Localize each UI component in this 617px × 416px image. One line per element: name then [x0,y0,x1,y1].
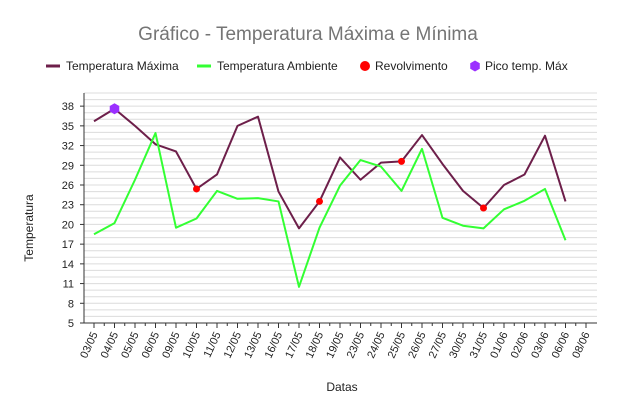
series-line [93,107,567,230]
y-tick-label: 38 [62,101,74,113]
x-tick-label: 08/06 [570,330,593,360]
series-layer [93,107,567,288]
series-line [93,132,567,288]
x-tick-label: 03/05 [78,330,101,360]
legend-label: Pico temp. Máx [485,59,568,73]
x-tick-label: 12/05 [222,330,245,360]
marker-layer [109,103,487,212]
x-tick-label: 04/05 [99,330,122,360]
x-tick-label: 03/06 [529,330,552,360]
x-tick-label: 17/05 [283,330,306,360]
gridlines [84,92,597,317]
x-tick-label: 23/05 [345,330,368,360]
y-tick-label: 35 [62,121,74,133]
chart-title: Gráfico - Temperatura Máxima e Mínima [138,24,478,45]
legend-swatch [360,61,370,71]
y-tick-label: 32 [62,141,74,153]
x-tick-label: 27/05 [427,330,450,360]
legend: Temperatura Máxima Temperatura Ambiente Re… [46,59,568,73]
x-tick-label: 05/05 [119,330,142,360]
x-tick-label: 10/05 [181,330,204,360]
x-tick-label: 06/05 [140,330,163,360]
legend-label: Temperatura Ambiente [217,59,338,73]
x-tick-label: 30/05 [447,330,470,360]
revolvimento-marker [480,204,487,212]
revolvimento-marker [316,197,323,205]
y-tick-label: 17 [62,239,74,251]
x-tick-label: 06/06 [550,330,573,360]
x-tick-label: 26/05 [406,330,429,360]
legend-swatch [470,60,480,72]
x-tick-label: 02/06 [509,330,532,360]
y-tick-label: 20 [62,219,74,231]
y-tick-label: 8 [68,298,74,310]
x-tick-label: 24/05 [365,330,388,360]
legend-label: Revolvimento [375,59,448,73]
x-tick-label: 31/05 [468,330,491,360]
peak-marker [109,103,120,115]
x-tick-label: 16/05 [263,330,286,360]
y-tick-label: 11 [63,279,74,291]
axes: 581114172023262932353803/0504/0505/0506/… [62,93,597,360]
y-tick-label: 26 [62,180,74,192]
revolvimento-marker [193,185,200,193]
x-tick-label: 11/05 [202,330,224,359]
y-tick-label: 29 [62,160,74,172]
x-tick-label: 25/05 [386,330,409,360]
x-axis-label: Datas [326,380,357,394]
legend-label: Temperatura Máxima [66,59,179,73]
y-tick-label: 23 [62,200,74,212]
x-tick-label: 01/06 [488,330,511,360]
y-tick-label: 14 [62,259,74,271]
x-tick-label: 19/05 [324,330,347,360]
y-tick-label: 5 [68,318,74,330]
x-tick-label: 18/05 [304,330,327,360]
revolvimento-marker [398,157,405,165]
y-axis-label: Temperatura [22,194,36,262]
x-tick-label: 09/05 [160,330,183,360]
x-tick-label: 13/05 [242,330,265,360]
